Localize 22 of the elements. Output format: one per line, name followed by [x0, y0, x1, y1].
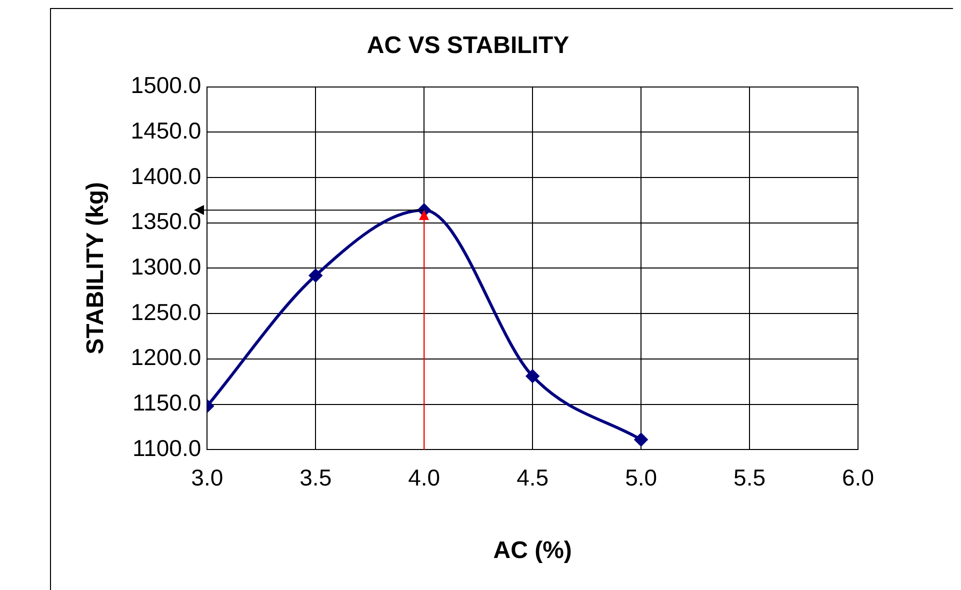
x-tick-label: 6.0: [842, 464, 874, 491]
y-tick-label: 1200.0: [130, 344, 202, 370]
point: [634, 433, 648, 446]
y-axis-title: STABILITY (kg): [82, 182, 110, 354]
x-tick-label: 5.0: [625, 464, 658, 491]
x-tick-label: 5.5: [734, 464, 766, 491]
y-tick-label: 1100.0: [132, 434, 202, 461]
x-tick-label: 3.0: [191, 464, 224, 491]
y-tick-label: 1350.0: [130, 208, 202, 234]
x-tick-label: 4.0: [408, 464, 440, 491]
y-tick-label: 1300.0: [130, 254, 202, 280]
y-tick-label: 1500.0: [130, 72, 202, 98]
x-tick-label: 3.5: [300, 464, 332, 491]
y-tick-label: 1400.0: [130, 162, 202, 189]
y-tick-label: 1450.0: [130, 117, 202, 144]
y-tick-label: 1150.0: [132, 390, 202, 416]
chart-title: AC VS STABILITY: [366, 32, 570, 60]
point: [309, 268, 322, 282]
point: [526, 370, 540, 383]
x-tick-label: 4.5: [516, 464, 549, 491]
x-axis-title: AC (%): [493, 537, 572, 564]
y-tick-label: 1250.0: [130, 298, 202, 325]
